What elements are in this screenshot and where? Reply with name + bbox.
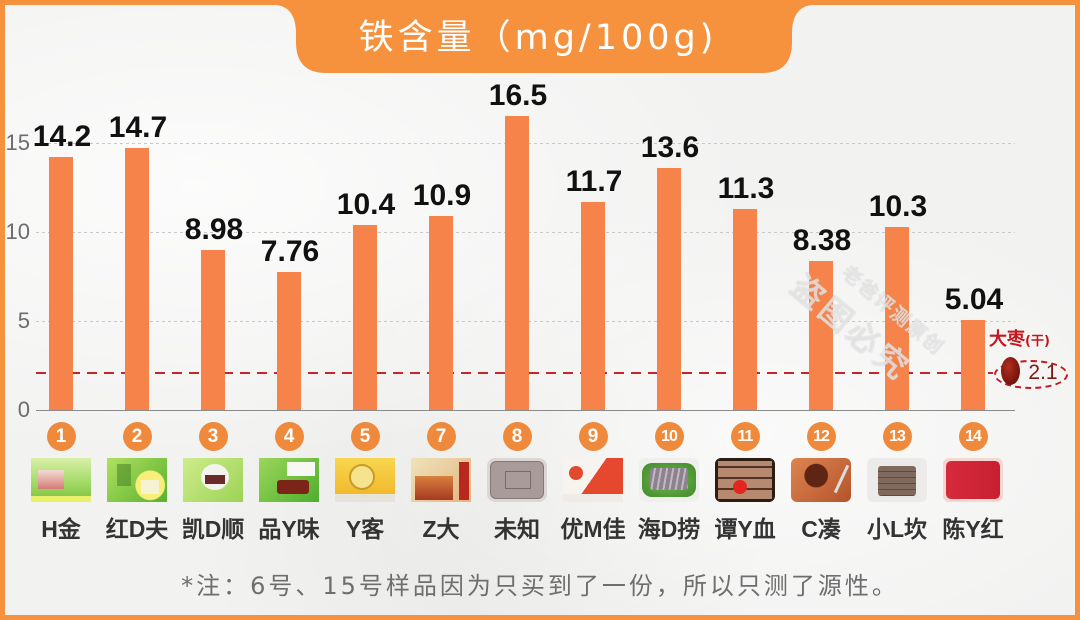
product-name: 陈Y红 [942, 516, 1004, 542]
x-axis-line [36, 410, 1015, 411]
bar-sample-5 [353, 224, 377, 410]
product-image-red-tray [943, 458, 1003, 502]
value-label-sample-5: 10.4 [336, 188, 396, 221]
y-tick-label-15: 15 [5, 130, 30, 155]
product-name: 未知 [494, 516, 540, 542]
sample-number-badge: 10 [654, 422, 684, 451]
value-label-sample-13: 10.3 [868, 190, 928, 223]
product-name: Y客 [345, 516, 385, 542]
footnote: *注：6号、15号样品因为只买到了一份，所以只测了源性。 [181, 572, 899, 600]
product-name: 谭Y血 [714, 516, 776, 542]
y-tick-label-10: 10 [5, 219, 30, 244]
bar-sample-9 [581, 201, 605, 410]
bar-sample-3 [201, 250, 225, 410]
bar-sample-1 [49, 157, 73, 410]
product-image-stacked-slices [867, 458, 927, 502]
bar-sample-7 [429, 215, 453, 410]
sample-number-badge: 1 [46, 422, 76, 451]
value-label-sample-11: 11.3 [717, 172, 775, 205]
value-label-sample-10: 13.6 [640, 131, 700, 164]
product-image-sliced-on-lettuce [639, 458, 699, 502]
bar-sample-2 [125, 148, 149, 410]
reference-label: 大枣(干) [989, 329, 1075, 351]
product-name: 小L坎 [866, 516, 928, 542]
chart-title: 铁含量（mg/100g) [358, 18, 718, 58]
value-label-sample-4: 7.76 [260, 235, 320, 268]
product-name: 海D捞 [637, 516, 701, 542]
sample-number-badge: 11 [730, 422, 760, 451]
sample-number-badge: 14 [958, 422, 988, 451]
product-image-yellow-package [335, 458, 395, 502]
product-image-gray-tray [487, 458, 547, 502]
sample-number-badge: 7 [426, 422, 456, 451]
product-name: C凑 [801, 516, 841, 542]
value-label-sample-9: 11.7 [565, 165, 623, 198]
value-label-sample-1: 14.2 [32, 120, 92, 153]
y-tick-label-5: 5 [17, 308, 30, 333]
bar-sample-14 [961, 320, 985, 410]
sample-number-badge: 2 [122, 422, 152, 451]
reference-label-text: 大枣 [989, 329, 1025, 350]
product-image-white-red-package [563, 458, 623, 502]
product-name: 凯D顺 [181, 516, 245, 542]
product-image-brown-blocks [715, 458, 775, 502]
sample-number-badge: 13 [882, 422, 912, 451]
product-image-green-package-red-block [259, 458, 319, 502]
bar-sample-13 [885, 226, 909, 410]
bar-sample-4 [277, 271, 301, 410]
value-label-sample-3: 8.98 [184, 213, 244, 246]
product-image-green-package [31, 458, 91, 502]
y-tick-label-0: 0 [17, 397, 30, 422]
reference-sublabel: (干) [1025, 334, 1050, 349]
product-image-light-green-package [183, 458, 243, 502]
value-label-sample-2: 14.7 [108, 111, 168, 144]
bar-sample-8 [505, 116, 529, 410]
value-label-sample-8: 16.5 [488, 79, 548, 112]
product-name: H金 [41, 516, 81, 542]
jujube-icon [1001, 357, 1020, 385]
product-name: Z大 [422, 516, 460, 542]
product-image-cooked-dish [791, 458, 851, 502]
product-name: 优M佳 [560, 516, 626, 542]
sample-number-badge: 8 [502, 422, 532, 451]
product-image-green-package-yellow-face [107, 458, 167, 502]
sample-number-badge: 3 [198, 422, 228, 451]
bar-sample-12 [809, 260, 833, 410]
product-name: 红D夫 [105, 516, 169, 542]
bar-sample-11 [733, 208, 757, 410]
sample-number-badge: 5 [350, 422, 380, 451]
sample-number-badge: 12 [806, 422, 836, 451]
value-label-sample-7: 10.9 [412, 179, 472, 212]
product-image-beige-package [411, 458, 471, 502]
reference-dashed-ellipse [994, 360, 1068, 389]
value-label-sample-12: 8.38 [792, 224, 852, 257]
reference-value: 2.1 [1028, 361, 1058, 384]
bar-sample-10 [657, 167, 681, 410]
sample-number-badge: 9 [578, 422, 608, 451]
product-name: 品Y味 [258, 516, 320, 542]
value-label-sample-14: 5.04 [944, 283, 1004, 316]
sample-number-badge: 4 [274, 422, 304, 451]
